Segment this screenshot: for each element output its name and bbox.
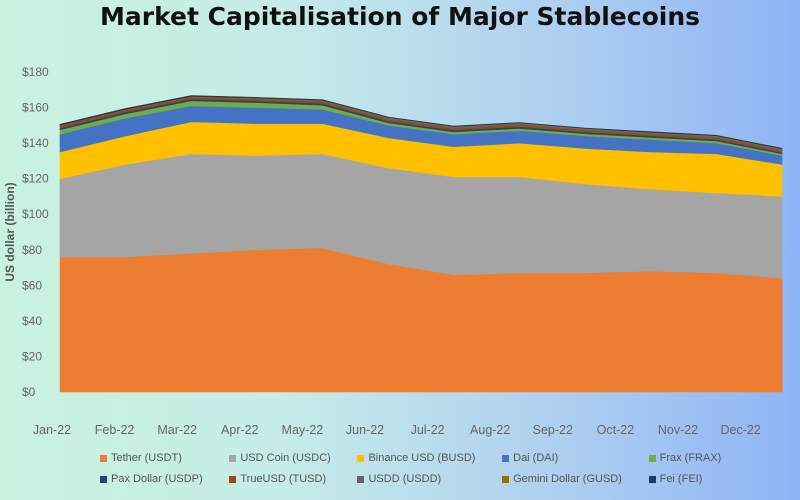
legend-item: Tether (USDT) (100, 452, 221, 464)
y-tick-label: $60 (22, 278, 42, 292)
x-tick-label: Jan-22 (33, 423, 71, 437)
legend-swatch (648, 454, 656, 462)
legend-swatch (100, 475, 107, 483)
legend-label: Pax Dollar (USDP) (111, 473, 203, 485)
legend-swatch (502, 475, 510, 483)
y-tick-label: $80 (22, 243, 42, 257)
legend-swatch (100, 454, 107, 462)
y-tick-label: $100 (22, 207, 49, 221)
legend-label: Binance USD (BUSD) (368, 452, 476, 464)
y-tick-label: $120 (22, 172, 49, 186)
legend-label: USDD (USDD) (368, 473, 442, 485)
x-tick-label: Oct-22 (597, 423, 635, 437)
legend-swatch (229, 475, 237, 483)
legend-swatch (357, 475, 365, 483)
x-tick-label: Apr-22 (221, 423, 259, 437)
x-tick-label: Jul-22 (411, 423, 445, 437)
x-tick-label: Mar-22 (157, 423, 197, 437)
series-area-9 (59, 95, 783, 150)
legend-swatch (229, 454, 237, 462)
legend-item: Pax Dollar (USDP) (100, 473, 221, 485)
legend-label: Tether (USDT) (111, 452, 182, 464)
legend-item: Fei (FEI) (648, 473, 740, 485)
x-tick-label: May-22 (282, 423, 324, 437)
legend-item: Binance USD (BUSD) (357, 452, 494, 464)
legend-label: Frax (FRAX) (659, 452, 722, 464)
legend-item: Gemini Dollar (GUSD) (502, 473, 640, 485)
y-tick-label: $40 (22, 314, 42, 328)
legend-swatch (357, 454, 365, 462)
legend-label: Dai (DAI) (513, 452, 559, 464)
legend-label: Gemini Dollar (GUSD) (513, 473, 622, 485)
y-axis-label: US dollar (billion) (3, 182, 17, 281)
legend-item: TrueUSD (TUSD) (229, 473, 349, 485)
legend-label: TrueUSD (TUSD) (240, 473, 327, 485)
legend-label: USD Coin (USDC) (240, 452, 331, 464)
legend-item: Dai (DAI) (502, 452, 640, 464)
legend-label: Fei (FEI) (659, 473, 703, 485)
y-tick-label: $160 (22, 101, 49, 115)
legend-swatch (502, 454, 510, 462)
y-tick-label: $20 (22, 349, 42, 363)
x-tick-label: Aug-22 (470, 423, 510, 437)
x-tick-label: Nov-22 (658, 423, 698, 437)
x-tick-label: Feb-22 (95, 423, 135, 437)
y-tick-label: $140 (22, 136, 49, 150)
x-tick-label: Jun-22 (346, 423, 384, 437)
y-tick-label: $180 (22, 65, 49, 79)
x-tick-label: Sep-22 (533, 423, 573, 437)
legend-swatch (648, 475, 656, 483)
y-tick-label: $0 (22, 385, 36, 399)
chart-legend: Tether (USDT) USD Coin (USDC) Binance USD … (100, 452, 740, 485)
legend-item: USDD (USDD) (357, 473, 494, 485)
legend-item: USD Coin (USDC) (229, 452, 349, 464)
chart-title: Market Capitalisation of Major Stablecoi… (100, 2, 700, 31)
x-tick-label: Dec-22 (720, 423, 760, 437)
legend-item: Frax (FRAX) (648, 452, 740, 464)
